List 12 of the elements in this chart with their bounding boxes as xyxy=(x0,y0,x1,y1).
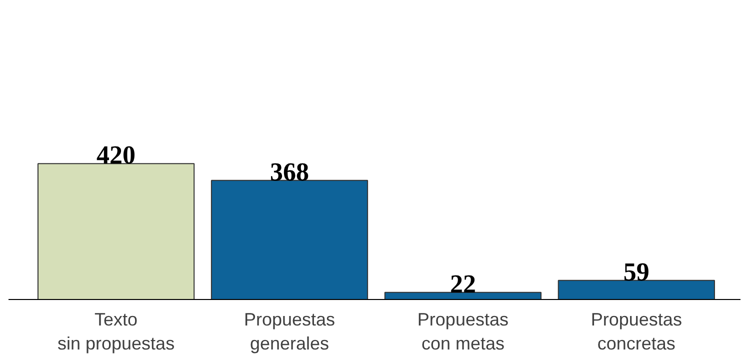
x-tick-label: Propuestas concretas xyxy=(590,310,682,354)
bar xyxy=(210,180,368,300)
x-tick-label: Propuestas generales xyxy=(244,310,336,354)
bar xyxy=(384,292,542,300)
data-label: 368 xyxy=(270,157,310,186)
x-tick-label: Texto sin propuestas xyxy=(58,310,175,354)
bar xyxy=(558,280,715,300)
data-label: 22 xyxy=(450,269,476,298)
bar xyxy=(37,163,195,300)
data-label: 420 xyxy=(96,140,136,170)
x-tick-label: Propuestas con metas xyxy=(417,310,508,354)
data-label: 59 xyxy=(623,257,650,286)
